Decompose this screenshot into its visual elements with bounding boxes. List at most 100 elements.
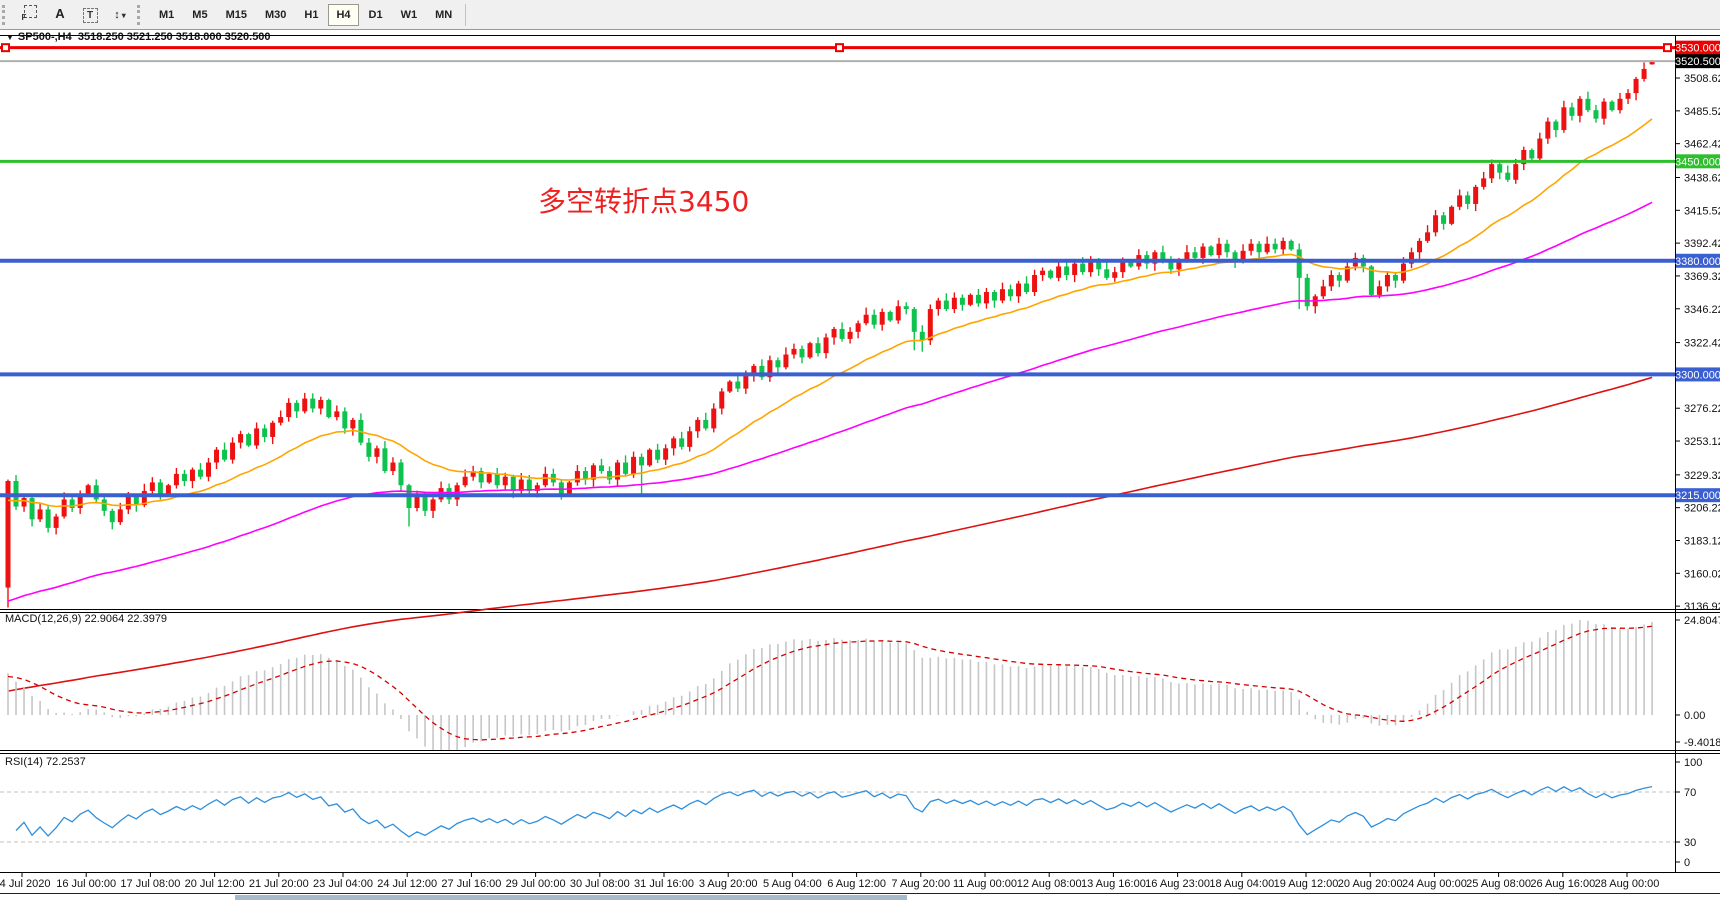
fibonacci-icon: F (22, 5, 37, 22)
candle-body (1425, 232, 1431, 241)
tool-text-button[interactable]: A (46, 3, 74, 25)
candle-body (29, 498, 35, 520)
candle-body (815, 343, 821, 354)
candle-body (214, 449, 220, 463)
candle-body (1473, 186, 1479, 204)
candle-body (1521, 149, 1527, 165)
candle-body (807, 343, 813, 358)
candle-body (607, 471, 612, 480)
candle-body (671, 438, 677, 449)
candle-body (1032, 274, 1038, 293)
line-handle[interactable] (835, 43, 844, 53)
candle-body (975, 294, 981, 304)
candle-body (1184, 252, 1190, 261)
x-axis-label: 31 Jul 16:00 (634, 878, 694, 890)
candle-body (582, 471, 588, 480)
price-axis-label: 3392.420 (1684, 238, 1720, 250)
candle-body (1256, 243, 1262, 253)
candle-body (927, 309, 933, 341)
candle-body (1040, 270, 1046, 275)
price-badge (1676, 40, 1720, 55)
candle-body (1112, 272, 1118, 278)
macd-indicator-label: MACD(12,26,9) 22.9064 22.3979 (5, 613, 168, 625)
candle-body (1328, 274, 1334, 287)
candle-body (1457, 195, 1463, 207)
candle-body (751, 365, 757, 375)
candle-body (1609, 101, 1615, 111)
toolbar-grip[interactable] (2, 4, 13, 25)
candle-body (1192, 252, 1198, 258)
candle-body (1080, 263, 1086, 273)
x-axis-label: 16 Jul 00:00 (56, 878, 116, 890)
timeframe-M1-button[interactable]: M1 (151, 4, 182, 26)
candle-body (1344, 266, 1350, 281)
candle-body (85, 485, 91, 494)
candle-body (37, 509, 43, 520)
timeframe-MN-button[interactable]: MN (427, 4, 460, 26)
candle-body (1617, 98, 1623, 111)
tool-text-label-button[interactable]: T (76, 5, 104, 27)
x-axis-label: 23 Jul 04:00 (313, 878, 373, 890)
chart-header: ▼ SP500-,H4 3518.250 3521.250 3518.000 35… (6, 31, 271, 43)
candle-body (398, 462, 404, 486)
x-axis-label: 29 Jul 00:00 (506, 878, 566, 890)
candle-body (1280, 240, 1286, 250)
price-badge (1676, 253, 1720, 268)
collapse-triangle-icon[interactable]: ▼ (6, 33, 14, 42)
rsi-axis-label: 70 (1684, 787, 1696, 799)
candle-body (1593, 110, 1599, 119)
timeframe-M5-button[interactable]: M5 (184, 4, 215, 26)
candle-body (959, 297, 965, 305)
candle-body (462, 476, 468, 486)
candle-body (863, 314, 869, 324)
price-axis-label: 3508.620 (1684, 73, 1720, 85)
candle-body (93, 485, 99, 500)
candle-body (1320, 286, 1326, 297)
tool-arrows-button[interactable]: ↕ ▾ (106, 4, 134, 26)
candle-body (799, 348, 805, 358)
candle-body (919, 331, 925, 341)
candle-body (21, 498, 27, 507)
candle-body (655, 449, 661, 460)
rsi-line (15, 785, 1653, 838)
candle-body (222, 449, 228, 460)
candle-body (342, 411, 348, 429)
candle-body (727, 381, 733, 392)
candle-body (943, 300, 949, 310)
candle-body (486, 473, 492, 483)
candle-body (903, 306, 909, 310)
timeframe-M30-button[interactable]: M30 (257, 4, 294, 26)
candle-body (173, 473, 179, 486)
x-axis-label: 3 Aug 20:00 (699, 878, 758, 890)
candle-body (791, 348, 797, 355)
candle-body (69, 499, 75, 508)
line-handle[interactable] (1, 43, 10, 53)
line-handle[interactable] (1663, 43, 1672, 53)
tool-fibonacci-button[interactable]: F (16, 2, 44, 24)
candle-body (1433, 215, 1439, 233)
candle-body (1392, 274, 1398, 281)
candle-body (1152, 252, 1158, 264)
timeframe-H4-button[interactable]: H4 (328, 3, 359, 26)
x-axis-label: 11 Aug 00:00 (953, 878, 1017, 890)
price-axis-label: 3206.220 (1684, 503, 1720, 515)
candle-body (1168, 260, 1174, 270)
candle-body (310, 398, 316, 409)
horizontal-scrollbar-thumb[interactable] (235, 895, 907, 900)
candle-body (510, 476, 516, 491)
timeframe-H1-button[interactable]: H1 (296, 4, 326, 26)
toolbar-separator-grip[interactable] (137, 4, 148, 25)
text-icon: A (55, 6, 65, 22)
price-badge-label: 3300.000 (1675, 369, 1720, 381)
candle-body (887, 311, 893, 321)
timeframe-D1-button[interactable]: D1 (361, 4, 391, 26)
timeframe-M15-button[interactable]: M15 (218, 4, 255, 26)
candle-body (117, 509, 123, 523)
macd-signal-line (7, 625, 1653, 741)
candle-body (77, 493, 83, 508)
x-axis-label: 24 Jul 12:00 (377, 878, 437, 890)
candle-body (149, 482, 155, 491)
timeframe-W1-button[interactable]: W1 (393, 4, 426, 26)
